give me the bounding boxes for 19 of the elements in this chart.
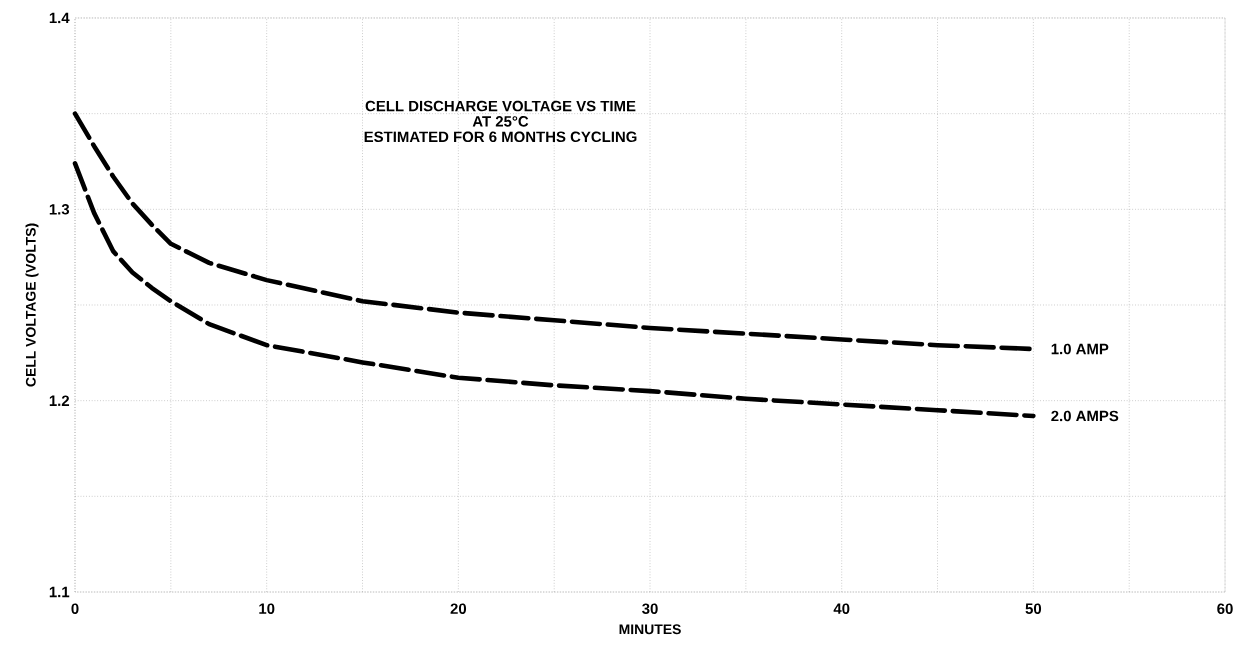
y-tick-label: 1.4: [49, 12, 70, 24]
x-tick-label: 60: [1217, 603, 1233, 614]
x-tick-label: 10: [259, 603, 275, 614]
line-series: [72, 161, 1036, 419]
series-label: 1.0 AMP: [1051, 343, 1109, 355]
text: AT 25°C: [472, 116, 529, 127]
x-tick-label: 40: [833, 603, 850, 614]
x-tick-label: 20: [450, 603, 467, 614]
x-tick-label: 50: [1025, 603, 1042, 614]
y-tick-label: 1.1: [49, 586, 70, 598]
annotation: ESTIMATED FOR 6 MONTHS CYCLING: [364, 131, 637, 143]
x-axis-title: MINUTES: [619, 624, 681, 635]
y-axis-title: CELL VOLTAGE (VOLTS): [25, 223, 39, 387]
y-tick-label: 1.2: [49, 395, 70, 406]
x-tick-label: 0: [71, 603, 79, 614]
x-tick-label: 30: [642, 603, 658, 614]
text: CELL DISCHARGE VOLTAGE VS TIME: [365, 100, 636, 112]
series-label: 2.0 AMPS: [1051, 410, 1119, 422]
y-tick-label: 1.3: [49, 204, 70, 215]
